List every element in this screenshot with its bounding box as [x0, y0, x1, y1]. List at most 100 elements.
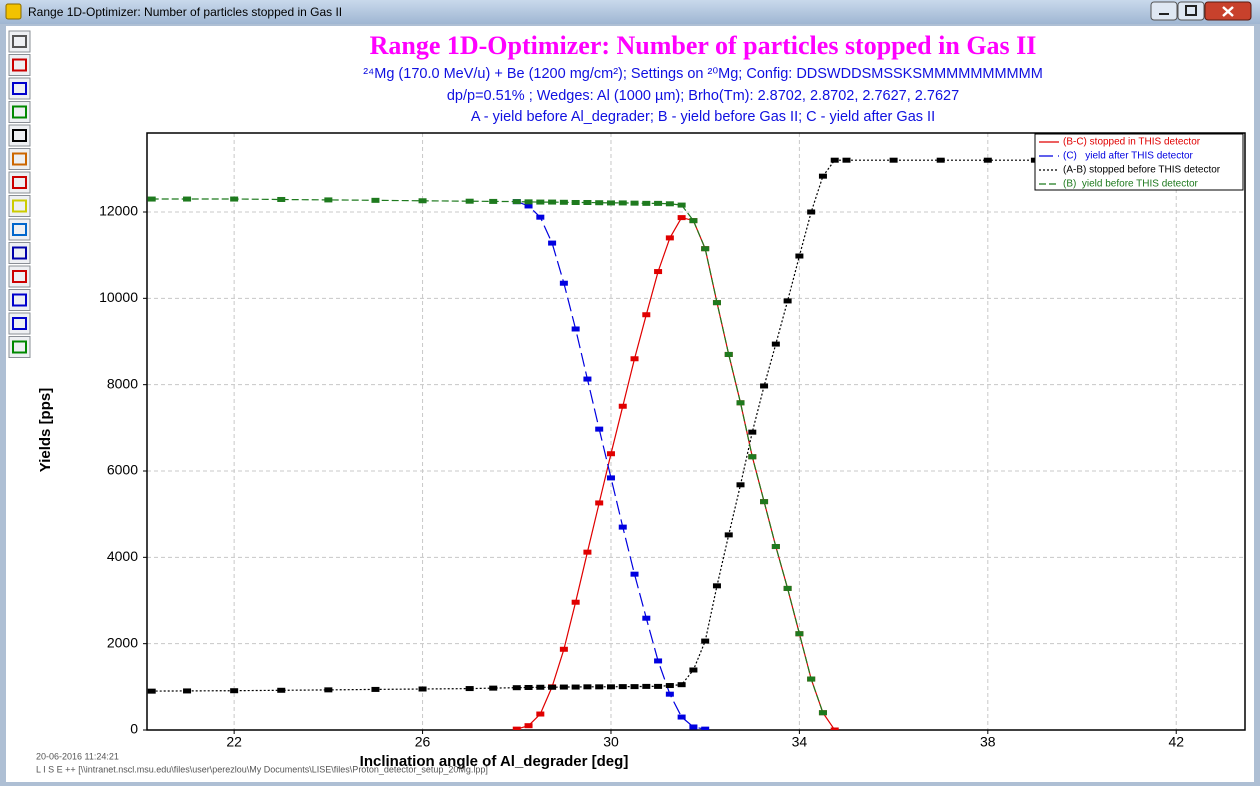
maximize-button[interactable] — [1177, 1, 1205, 21]
plot-area — [147, 133, 1245, 730]
data-point — [536, 214, 545, 220]
toolbar-icon — [12, 82, 27, 95]
data-point — [147, 688, 156, 694]
data-point — [677, 215, 686, 221]
toolbar — [8, 30, 31, 358]
data-point — [571, 199, 580, 205]
data-point — [665, 235, 674, 241]
legend: (B-C) stopped in THIS detector (C) yield … — [1034, 133, 1244, 191]
toolbar-icon — [12, 129, 27, 142]
data-point — [606, 200, 615, 206]
data-point — [771, 341, 780, 347]
y-tick-label: 12000 — [99, 203, 138, 219]
data-point — [665, 683, 674, 689]
x-axis-label: Inclination angle of Al_degrader [deg] — [360, 753, 629, 770]
series-line — [151, 198, 824, 713]
series-line — [516, 201, 706, 730]
minimize-icon — [1159, 13, 1169, 15]
data-point — [147, 196, 156, 202]
legend-label: (B-C) stopped in THIS detector — [1063, 137, 1201, 148]
data-point — [512, 685, 521, 691]
x-tick-label: 26 — [415, 734, 431, 750]
data-point — [595, 426, 604, 432]
data-point — [724, 351, 733, 357]
minimize-button[interactable] — [1150, 1, 1178, 21]
y-tick-label: 6000 — [107, 462, 138, 478]
series-line — [151, 159, 1177, 692]
series-line — [516, 216, 836, 730]
legend-label: (B) yield before THIS detector — [1063, 179, 1199, 190]
data-point — [595, 500, 604, 506]
data-point — [571, 326, 580, 332]
data-point — [642, 200, 651, 206]
data-point — [559, 280, 568, 286]
data-point — [277, 687, 286, 693]
data-point — [559, 646, 568, 652]
x-tick-label: 42 — [1168, 734, 1184, 750]
plot-frame — [146, 132, 1246, 731]
x-tick-label: 38 — [980, 734, 996, 750]
data-point — [512, 726, 521, 730]
toolbar-icon — [12, 246, 27, 260]
data-point — [712, 300, 721, 306]
data-point — [724, 532, 733, 538]
chart-subtitle: dp/p=0.51% ; Wedges: Al (1000 µm); Brho(… — [447, 88, 959, 104]
data-point — [807, 676, 816, 682]
data-point — [654, 269, 663, 275]
data-point — [418, 686, 427, 692]
maximize-icon — [1185, 5, 1197, 16]
data-point — [842, 157, 851, 163]
toolbar-icon — [12, 105, 27, 119]
data-point — [654, 683, 663, 689]
y-tick-label: 10000 — [99, 289, 138, 305]
data-point — [936, 157, 945, 163]
toolbar-icon — [12, 199, 27, 213]
data-point — [324, 687, 333, 693]
data-point — [654, 200, 663, 206]
data-point — [183, 196, 192, 202]
data-point — [689, 667, 698, 673]
data-point — [677, 714, 686, 720]
y-tick-label: 8000 — [107, 375, 138, 391]
y-tick-label: 2000 — [107, 634, 138, 650]
legend-label: (C) yield after THIS detector — [1063, 151, 1194, 162]
data-point — [571, 684, 580, 690]
data-point — [183, 688, 192, 694]
data-point — [630, 684, 639, 690]
data-point — [630, 571, 639, 577]
data-point — [712, 583, 721, 589]
data-point — [783, 298, 792, 304]
data-point — [548, 199, 557, 205]
data-point — [230, 196, 239, 202]
data-point — [665, 201, 674, 207]
toolbar-icon — [12, 176, 27, 189]
legend-box — [1034, 133, 1244, 191]
data-point — [595, 684, 604, 690]
toolbar-icon — [12, 293, 27, 307]
data-point — [618, 524, 627, 530]
chart-subtitle: ²⁴Mg (170.0 MeV/u) + Be (1200 mg/cm²); S… — [363, 66, 1043, 82]
data-point — [583, 376, 592, 382]
toolbar-icon — [12, 35, 27, 48]
data-point — [524, 684, 533, 690]
data-point — [465, 198, 474, 204]
data-point — [677, 202, 686, 208]
toolbar-icon — [12, 152, 27, 166]
data-point — [618, 403, 627, 409]
data-point — [701, 638, 710, 644]
app-icon — [5, 3, 22, 20]
data-point — [689, 218, 698, 224]
data-point — [524, 203, 533, 209]
x-tick-label: 34 — [792, 734, 808, 750]
data-point — [748, 454, 757, 460]
close-icon — [1222, 6, 1234, 17]
data-point — [583, 549, 592, 555]
timestamp: 20-06-2016 11:24:21 — [36, 751, 119, 761]
data-point — [736, 400, 745, 406]
data-point — [559, 684, 568, 690]
data-point — [736, 482, 745, 488]
data-point — [512, 199, 521, 205]
data-point — [277, 196, 286, 202]
data-point — [371, 197, 380, 203]
